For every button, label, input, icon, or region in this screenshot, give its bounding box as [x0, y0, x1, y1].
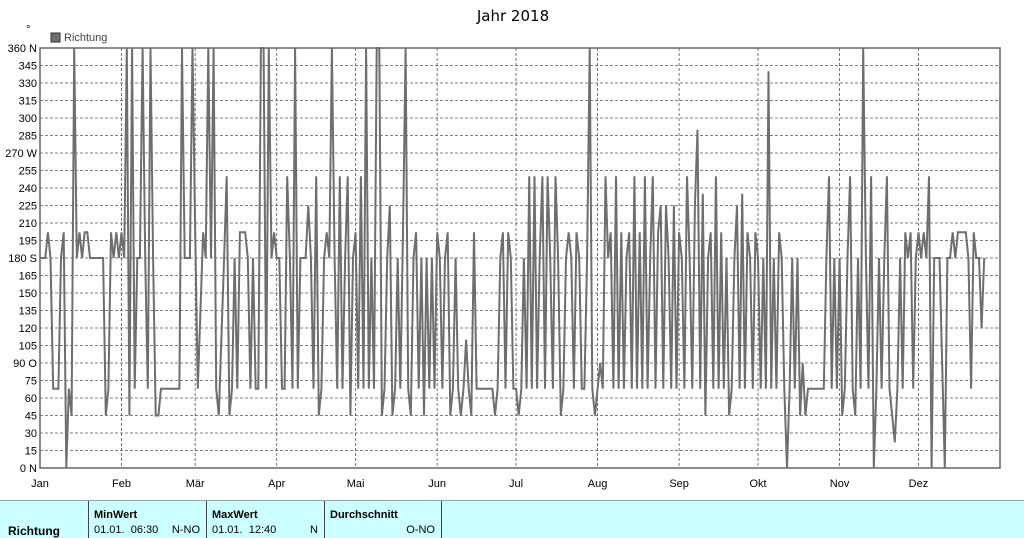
- y-tick-label: 195: [19, 236, 37, 248]
- y-axis-unit: °: [26, 24, 30, 36]
- y-tick-label: 180 S: [8, 253, 37, 265]
- min-direction: N-NO: [171, 524, 200, 536]
- max-direction: N: [310, 524, 318, 536]
- y-tick-label: 360 N: [8, 43, 37, 55]
- statistics-bar: Richtung MinWert 01.01. 06:30 N-NO MaxWe…: [0, 500, 1024, 538]
- y-tick-label: 285: [19, 131, 37, 143]
- y-tick-label: 270 W: [5, 148, 37, 160]
- x-tick-label: Sep: [669, 478, 689, 490]
- stats-row-label: Richtung: [8, 524, 60, 538]
- x-tick-label: Okt: [749, 478, 766, 490]
- plot-area: 0 N 15 30 45 60 75 90 O 105 120 135 150 165 180 S 195…: [5, 43, 1001, 490]
- y-tick-label: 255: [19, 166, 37, 178]
- legend-swatch: [50, 32, 61, 43]
- max-date-time: 01.01. 12:40: [212, 524, 277, 536]
- x-tick-label: Jan: [31, 478, 49, 490]
- max-header: MaxWert: [212, 509, 258, 521]
- y-tick-label: 90 O: [13, 358, 37, 370]
- max-value-cell: MaxWert 01.01. 12:40 N: [206, 501, 324, 538]
- x-tick-label: Feb: [112, 478, 131, 490]
- y-tick-label: 165: [19, 271, 37, 283]
- y-tick-label: 315: [19, 96, 37, 108]
- x-tick-label: Mai: [347, 478, 365, 490]
- x-tick-label: Dez: [909, 478, 929, 490]
- y-tick-label: 30: [25, 428, 37, 440]
- y-tick-label: 135: [19, 306, 37, 318]
- x-tick-label: Apr: [268, 478, 285, 490]
- legend-label: Richtung: [64, 32, 107, 44]
- y-tick-label: 60: [25, 393, 37, 405]
- x-tick-label: Nov: [830, 478, 850, 490]
- series-line-richtung: [40, 47, 986, 469]
- y-tick-label: 225: [19, 201, 37, 213]
- y-tick-label: 150: [19, 288, 37, 300]
- x-tick-label: Aug: [588, 478, 608, 490]
- min-header: MinWert: [94, 509, 138, 521]
- y-tick-label: 120: [19, 323, 37, 335]
- x-tick-label: Jun: [428, 478, 446, 490]
- x-tick-label: Mär: [186, 478, 205, 490]
- average-direction: O-NO: [406, 524, 435, 536]
- y-tick-label: 210: [19, 218, 37, 230]
- min-value-cell: MinWert 01.01. 06:30 N-NO: [88, 501, 206, 538]
- y-tick-label: 300: [19, 113, 37, 125]
- chart-title: Jahr 2018: [476, 7, 549, 25]
- average-header: Durchschnitt: [330, 509, 398, 521]
- x-tick-label: Jul: [509, 478, 523, 490]
- y-tick-label: 330: [19, 78, 37, 90]
- y-tick-label: 0 N: [20, 463, 37, 475]
- average-cell: Durchschnitt O-NO: [324, 501, 442, 538]
- y-tick-label: 105: [19, 341, 37, 353]
- y-tick-label: 345: [19, 61, 37, 73]
- y-tick-label: 45: [25, 411, 37, 423]
- y-tick-label: 75: [25, 376, 37, 388]
- y-tick-label: 15: [25, 446, 37, 458]
- direction-chart: Jahr 2018 ° Richtung 0 N 15 30 45 60 75 90 O 10…: [5, 7, 1001, 490]
- min-date-time: 01.01. 06:30: [94, 524, 159, 536]
- y-tick-label: 240: [19, 183, 37, 195]
